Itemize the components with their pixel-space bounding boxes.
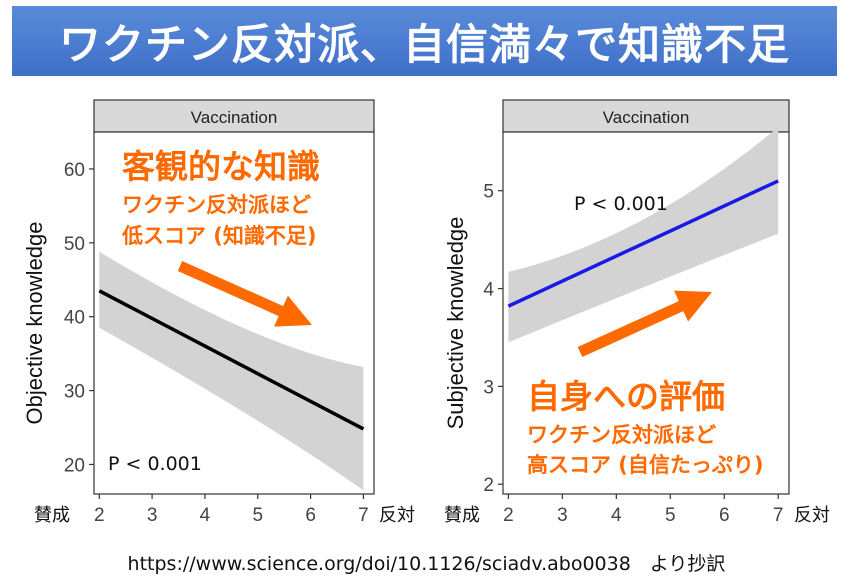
x-left-label: 賛成: [34, 505, 70, 526]
annotation-line-2: 低スコア (知識不足): [121, 224, 317, 248]
annotation-line-1: ワクチン反対派ほど: [527, 423, 716, 447]
x-tick-label: 5: [252, 505, 263, 526]
x-tick-label: 6: [719, 505, 730, 526]
x-tick-label: 3: [147, 505, 158, 526]
x-tick-label: 2: [503, 505, 514, 526]
annotation-line-1: ワクチン反対派ほど: [122, 193, 311, 217]
annotation-heading: 客観的な知識: [122, 147, 320, 186]
y-tick-label: 30: [64, 382, 85, 403]
trend-arrow-down: [177, 261, 312, 327]
y-tick-label: 40: [64, 308, 85, 329]
x-right-label: 反対: [794, 505, 830, 526]
y-tick-label: 5: [483, 182, 494, 203]
source-citation: https://www.science.org/doi/10.1126/scia…: [127, 553, 726, 575]
title-banner: ワクチン反対派、自信満々で知識不足: [12, 6, 837, 76]
x-tick-label: 5: [665, 505, 676, 526]
x-tick-label: 7: [773, 505, 784, 526]
x-tick-label: 2: [94, 505, 105, 526]
x-tick-label: 6: [305, 505, 316, 526]
annotation-heading: 自身への評価: [527, 377, 725, 416]
confidence-ribbon: [508, 127, 779, 343]
y-axis-title: Objective knowledge: [22, 221, 47, 424]
y-tick-label: 3: [483, 377, 494, 398]
y-tick-label: 60: [64, 160, 85, 181]
x-tick-label: 7: [358, 505, 369, 526]
annotation-line-2: 高スコア (自信たっぷり): [527, 453, 764, 477]
facet-strip-label: Vaccination: [603, 108, 690, 127]
fit-line: [98, 289, 365, 431]
x-tick-label: 4: [200, 505, 211, 526]
x-right-label: 反対: [379, 505, 415, 526]
page-title: ワクチン反対派、自信満々で知識不足: [58, 19, 790, 69]
trend-arrow-up: [577, 290, 712, 357]
x-left-label: 賛成: [444, 505, 480, 526]
facet-strip: [502, 99, 790, 133]
y-axis-title: Subjective knowledge: [443, 217, 468, 430]
x-tick-label: 4: [611, 505, 622, 526]
p-value-label: P < 0.001: [574, 193, 668, 215]
y-tick-label: 20: [64, 455, 85, 476]
y-tick-label: 4: [483, 280, 494, 301]
y-tick-label: 2: [483, 475, 494, 496]
facet-strip-label: Vaccination: [191, 108, 278, 127]
confidence-ribbon: [99, 251, 364, 491]
y-tick-label: 50: [64, 234, 85, 255]
p-value-label: P < 0.001: [108, 453, 202, 475]
fit-line: [507, 179, 779, 308]
x-tick-label: 3: [557, 505, 568, 526]
